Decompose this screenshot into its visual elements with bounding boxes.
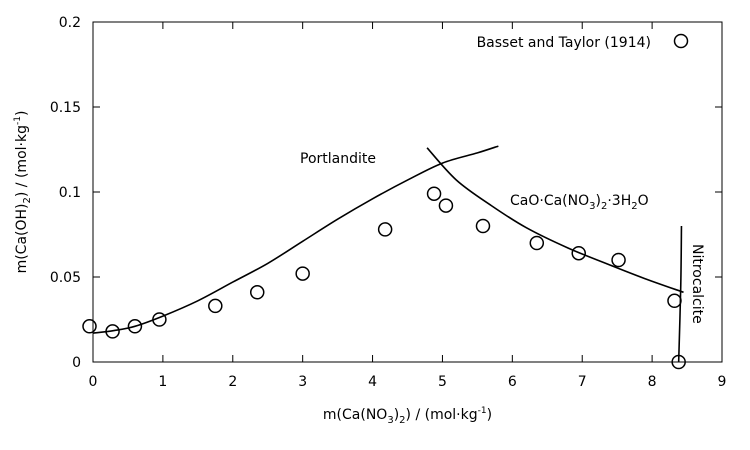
data-point bbox=[295, 266, 310, 281]
x-tick-label: 7 bbox=[578, 374, 587, 390]
data-point bbox=[208, 298, 223, 314]
axis-ticks bbox=[92, 21, 723, 363]
x-tick-label: 1 bbox=[158, 374, 167, 390]
x-tick-label: 9 bbox=[718, 374, 727, 390]
plot-frame bbox=[92, 21, 723, 363]
x-tick-label: 8 bbox=[648, 374, 657, 390]
curve-lines bbox=[92, 145, 684, 363]
x-tick-label: 3 bbox=[298, 374, 307, 390]
data-point bbox=[127, 319, 143, 334]
data-point bbox=[105, 324, 120, 339]
x-tick-label: 2 bbox=[228, 374, 237, 390]
y-axis-title: m(Ca(OH)2) / (mol·kg-1) bbox=[13, 111, 33, 274]
curve-cao-ca-no3-2-3h2o bbox=[426, 147, 684, 294]
data-point bbox=[671, 354, 686, 370]
annotation-cao-nitrate-hydrate: CaO·Ca(NO3)2·3H2O bbox=[510, 193, 649, 212]
data-point bbox=[611, 252, 626, 268]
legend-marker bbox=[673, 33, 689, 49]
data-point bbox=[667, 293, 682, 309]
annotation-nitrocalcite: Nitrocalcite bbox=[689, 244, 705, 324]
data-point bbox=[82, 319, 97, 334]
y-tick-label: 0 bbox=[72, 355, 81, 371]
x-tick-label: 0 bbox=[89, 374, 98, 390]
data-point bbox=[249, 285, 265, 300]
axis-tick-labels: 0 1 2 3 4 5 6 7 8 9 0 0.05 0.1 0.15 0.2 bbox=[50, 15, 727, 390]
y-tick-label: 0.2 bbox=[59, 15, 81, 31]
data-point bbox=[377, 222, 393, 237]
y-tick-label: 0.1 bbox=[59, 185, 81, 201]
x-tick-label: 5 bbox=[438, 374, 447, 390]
y-tick-label: 0.15 bbox=[50, 100, 81, 116]
curve-nitrocalcite bbox=[677, 225, 683, 363]
x-tick-label: 4 bbox=[368, 374, 377, 390]
data-point bbox=[571, 245, 586, 261]
data-point bbox=[475, 218, 491, 234]
y-tick-label: 0.05 bbox=[50, 270, 81, 286]
x-tick-label: 6 bbox=[508, 374, 517, 390]
x-axis-title: m(Ca(NO3)2) / (mol·kg-1) bbox=[323, 406, 492, 426]
data-point bbox=[426, 186, 442, 201]
curve-portlandite bbox=[92, 145, 499, 334]
data-point bbox=[438, 198, 454, 213]
data-point bbox=[152, 312, 167, 327]
data-points bbox=[82, 186, 686, 370]
annotation-portlandite: Portlandite bbox=[300, 151, 376, 167]
data-point bbox=[529, 235, 545, 251]
legend-label: Basset and Taylor (1914) bbox=[477, 35, 651, 51]
